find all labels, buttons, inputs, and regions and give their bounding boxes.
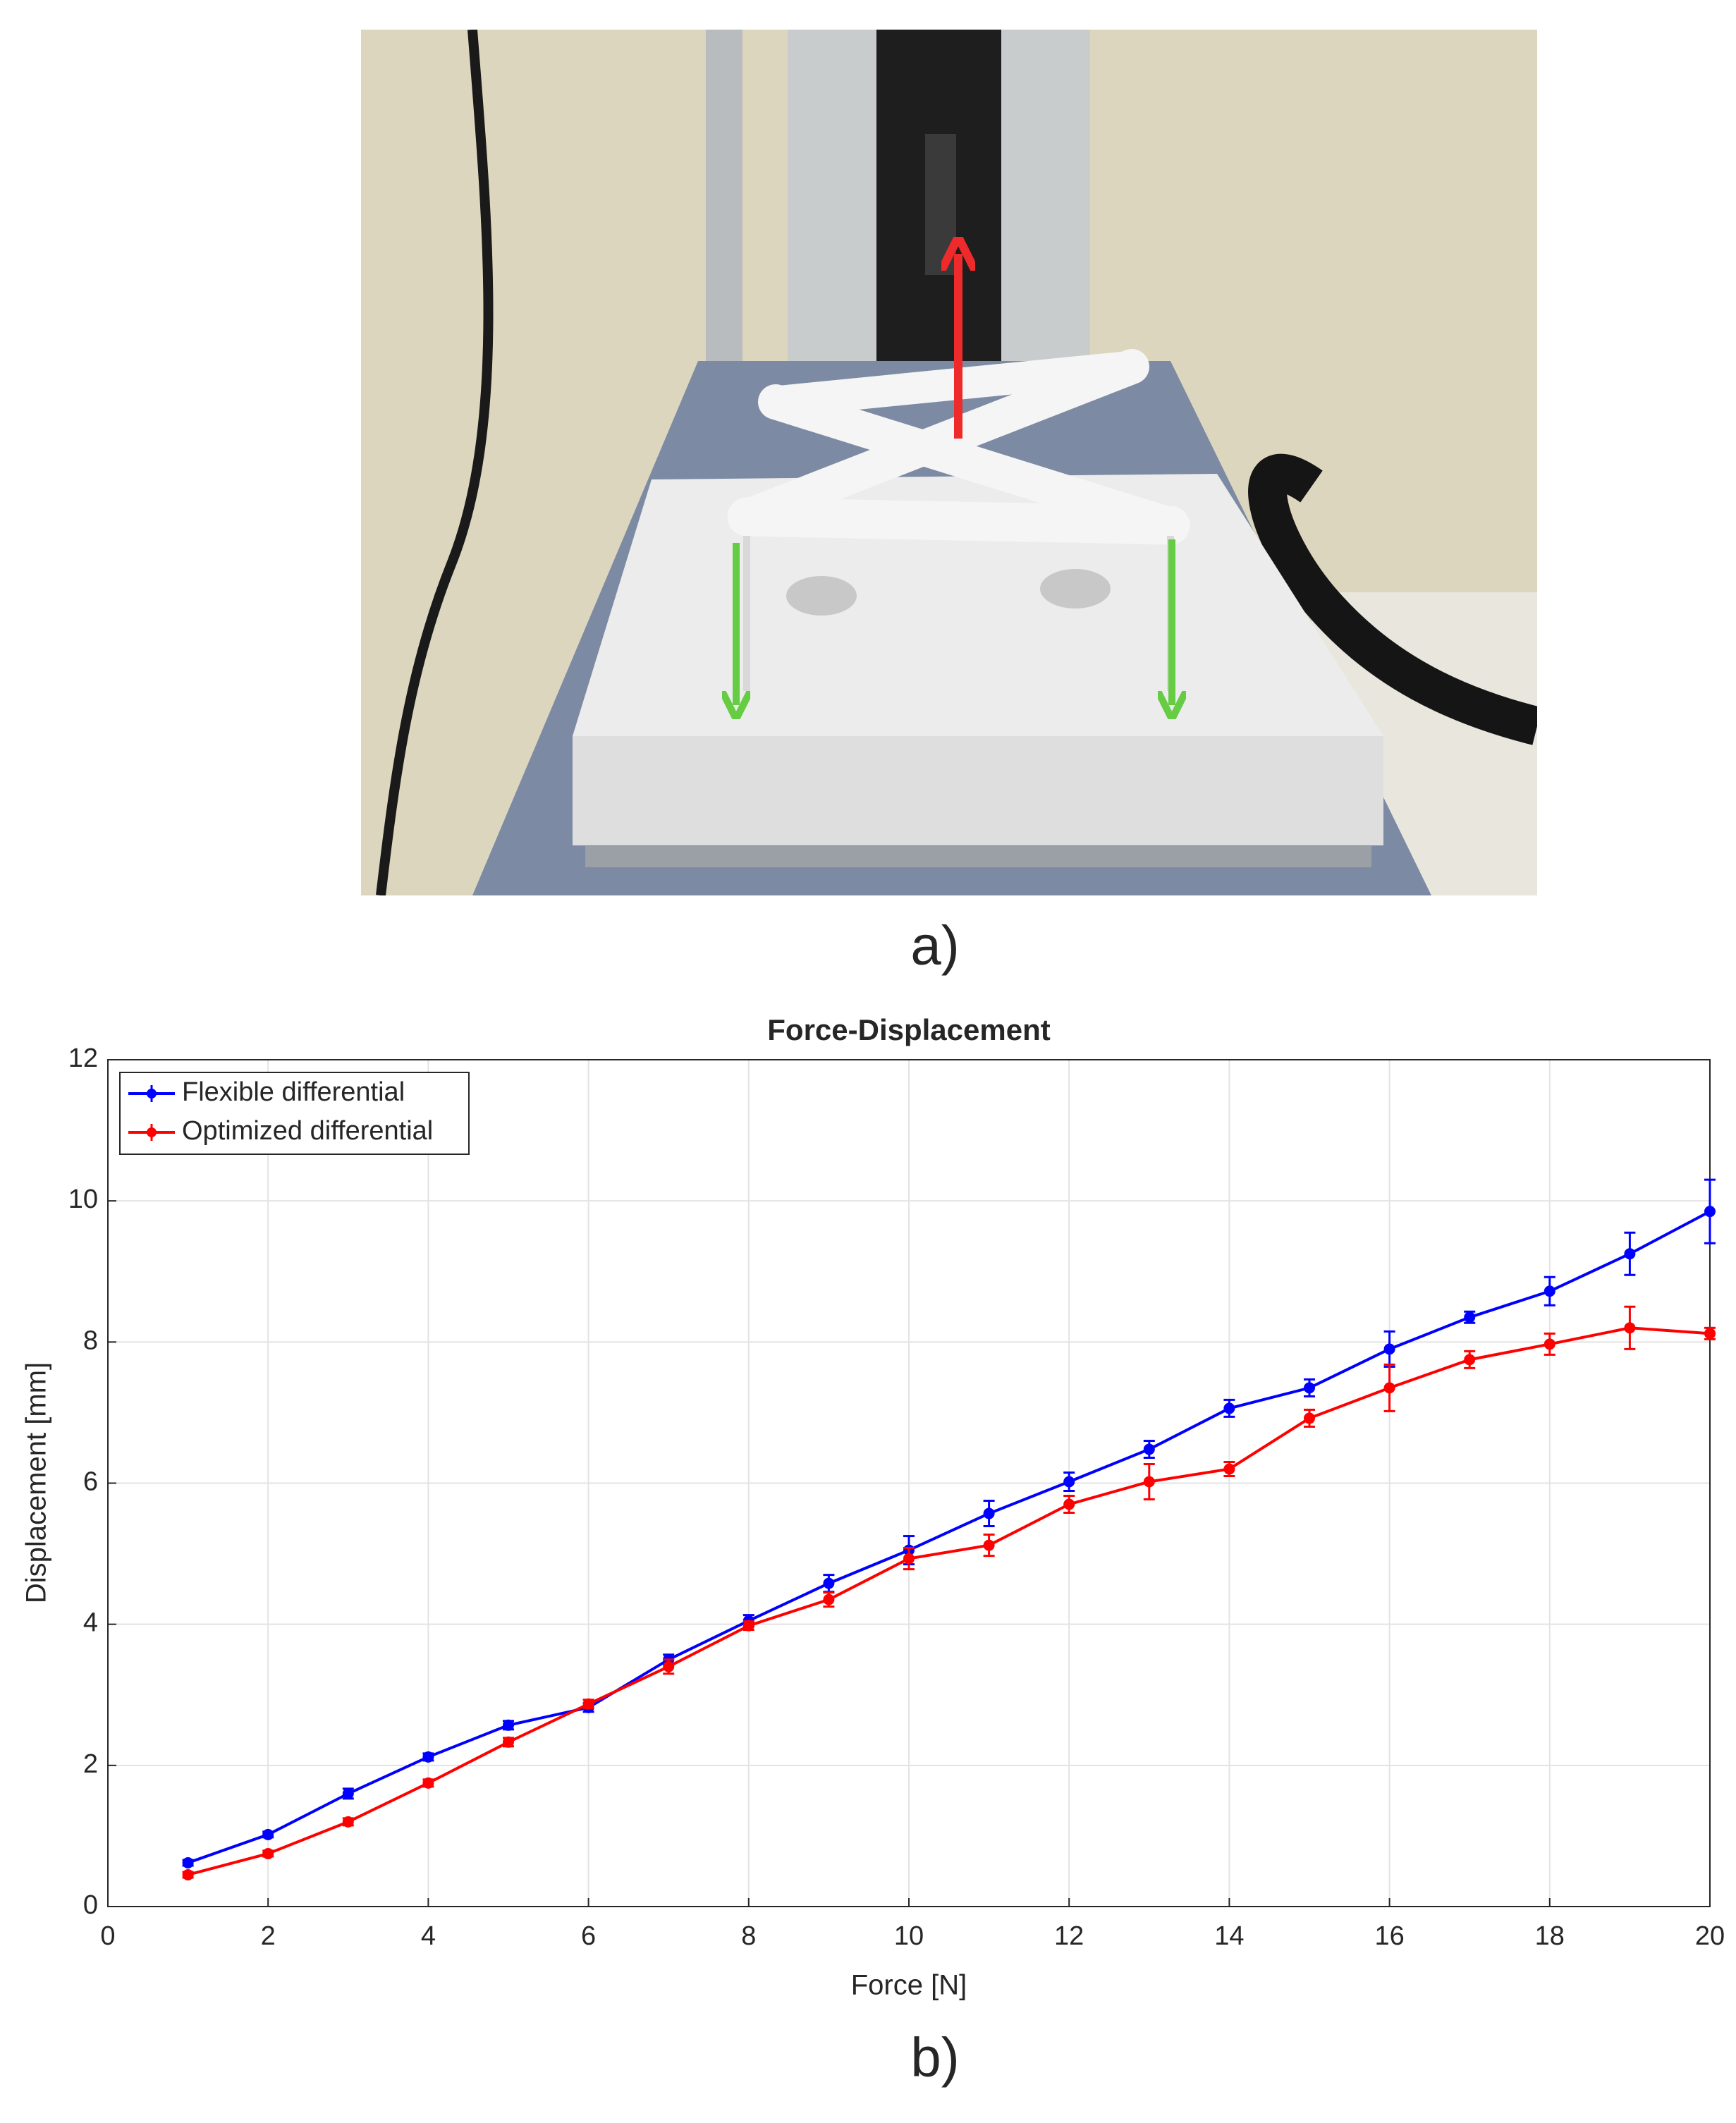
data-point [1304, 1412, 1315, 1424]
series-line [187, 1210, 1711, 1864]
data-point [1544, 1285, 1555, 1297]
series-line [188, 1326, 1711, 1876]
data-point [1383, 1382, 1395, 1394]
x-tick-label: 10 [894, 1921, 924, 1951]
x-tick-label: 6 [581, 1921, 596, 1951]
data-point [823, 1577, 835, 1589]
rod [706, 30, 742, 396]
legend-box [119, 1072, 470, 1155]
data-point [1063, 1476, 1075, 1488]
legend: Flexible differential Optimized different… [119, 1072, 470, 1155]
caption-a: a) [910, 914, 959, 977]
cross-arm [729, 349, 1149, 534]
caption-b: b) [910, 2026, 959, 2088]
data-point [983, 1507, 995, 1519]
chart-title: Force-Displacement [767, 1013, 1050, 1046]
plot: 0 2 4 6 8 10 12 0 2 4 6 8 10 12 14 16 18 20 Flexible diffe… [68, 1044, 1725, 1951]
data-point [823, 1593, 835, 1605]
legend-marker [147, 1127, 157, 1137]
x-tick-label: 14 [1214, 1921, 1244, 1951]
clamp [925, 134, 956, 275]
data-point [503, 1736, 514, 1748]
block-front [573, 736, 1383, 845]
data-point [983, 1539, 995, 1551]
x-tick-label: 16 [1374, 1921, 1404, 1951]
y-tick-label: 6 [83, 1467, 98, 1497]
data-point [1464, 1311, 1476, 1323]
x-tick-label: 8 [741, 1921, 756, 1951]
data-point [1143, 1443, 1155, 1455]
y-tick-label: 4 [83, 1608, 98, 1638]
hole [1040, 569, 1111, 608]
data-point [342, 1787, 354, 1799]
data-point [1704, 1206, 1716, 1218]
cross-arm [727, 497, 1190, 545]
y-tick-label: 0 [83, 1890, 98, 1920]
data-point [422, 1751, 434, 1763]
data-point [1063, 1498, 1075, 1510]
data-point [182, 1868, 194, 1880]
axes-box [107, 1059, 1711, 1907]
y-tick-label: 2 [83, 1749, 98, 1779]
data-point [1624, 1248, 1636, 1260]
y-tick-label: 12 [68, 1044, 98, 1073]
hose [1248, 453, 1537, 745]
x-tick-label: 2 [261, 1921, 276, 1951]
x-tick-label: 18 [1535, 1921, 1565, 1951]
x-tick-label: 20 [1695, 1921, 1725, 1951]
data-point [262, 1828, 274, 1840]
legend-marker [147, 1089, 157, 1099]
data-point [503, 1719, 514, 1731]
legend-label: Optimized differential [182, 1116, 433, 1146]
y-tick-label: 10 [68, 1185, 98, 1214]
data-point [342, 1816, 354, 1828]
data-point [262, 1847, 274, 1859]
data-point [1223, 1402, 1235, 1414]
data-point [1544, 1338, 1555, 1350]
data-point [1464, 1354, 1476, 1366]
data-point [1704, 1328, 1716, 1340]
data-point [742, 1620, 754, 1632]
data-point [1223, 1463, 1235, 1475]
legend-label: Flexible differential [182, 1077, 405, 1107]
data-point [1304, 1382, 1315, 1394]
plate [585, 846, 1371, 867]
y-tick-label: 8 [83, 1326, 98, 1355]
x-tick-label: 12 [1054, 1921, 1084, 1951]
data-point [1624, 1322, 1636, 1334]
data-point [182, 1856, 194, 1868]
hole [786, 576, 857, 616]
data-point [1143, 1476, 1155, 1488]
x-tick-label: 4 [421, 1921, 436, 1951]
x-axis-label: Force [N] [851, 1970, 967, 2001]
x-tick-label: 0 [100, 1921, 115, 1951]
data-point [903, 1553, 915, 1565]
photo [361, 30, 1537, 895]
data-point [582, 1698, 594, 1710]
cable [376, 30, 494, 895]
y-axis-label: Displacement [mm] [21, 1362, 52, 1603]
data-point [663, 1660, 675, 1672]
data-point [1383, 1343, 1395, 1355]
cross-arm [758, 384, 1188, 543]
data-point [422, 1777, 434, 1789]
